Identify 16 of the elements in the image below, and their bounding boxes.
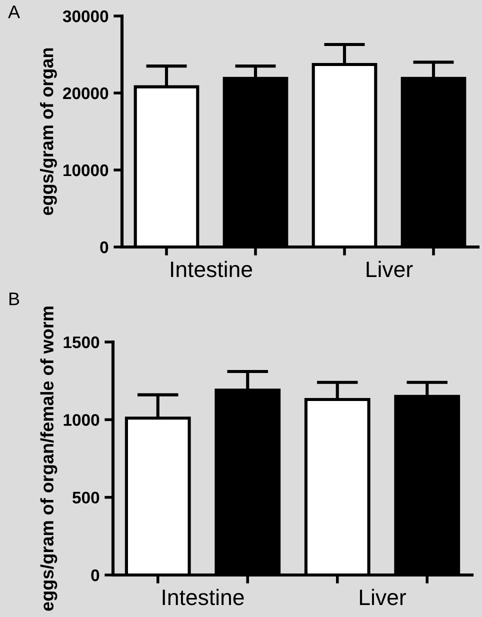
x-tick-label: Liver <box>366 260 413 278</box>
y-tick-label: 0 <box>100 241 108 254</box>
text: B <box>9 292 20 306</box>
y-axis-title: eggs/gram of organ <box>40 48 57 216</box>
x-tick-label: Liver <box>360 588 406 606</box>
y-tick-label: 10000 <box>64 164 108 176</box>
y-tick-label: 1000 <box>64 414 100 426</box>
y-tick-label: 20000 <box>63 87 108 100</box>
y-tick-label: 0 <box>91 569 100 582</box>
y-tick-label: 30000 <box>62 10 108 22</box>
x-tick-label: Intestine <box>162 588 244 606</box>
text: A <box>8 6 20 18</box>
y-tick-label: 500 <box>72 492 100 504</box>
x-tick-label: Intestine <box>171 260 252 278</box>
y-tick-label: 1500 <box>64 336 100 348</box>
y-axis-title: eggs/gram of organ/female of worm <box>40 306 58 611</box>
